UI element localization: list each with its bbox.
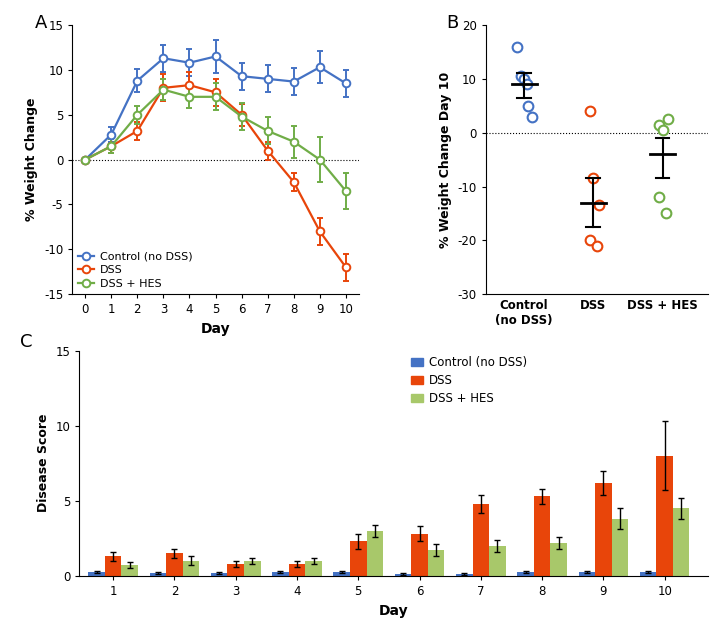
Text: C: C	[19, 332, 32, 351]
Bar	[289, 564, 305, 576]
Bar	[534, 496, 550, 576]
Bar	[334, 572, 350, 576]
Text: B: B	[446, 14, 458, 33]
Bar	[166, 553, 183, 576]
Y-axis label: % Weight Change Day 10: % Weight Change Day 10	[439, 71, 452, 248]
Bar	[244, 561, 261, 576]
Legend: Control (no DSS), DSS, DSS + HES: Control (no DSS), DSS, DSS + HES	[411, 356, 527, 405]
Bar	[428, 550, 444, 576]
Bar	[412, 534, 428, 576]
X-axis label: Day: Day	[201, 322, 230, 336]
Bar	[211, 573, 227, 576]
Bar	[472, 504, 489, 576]
Bar	[88, 572, 105, 576]
Bar	[367, 531, 383, 576]
Bar	[105, 557, 121, 576]
Bar	[149, 573, 166, 576]
Bar	[395, 573, 412, 576]
Bar	[578, 572, 595, 576]
Legend: Control (no DSS), DSS, DSS + HES: Control (no DSS), DSS, DSS + HES	[78, 252, 193, 289]
Bar	[550, 543, 567, 576]
Bar	[305, 561, 322, 576]
Bar	[656, 456, 673, 576]
Bar	[489, 546, 505, 576]
Bar	[517, 572, 534, 576]
Bar	[183, 561, 199, 576]
Bar	[350, 541, 367, 576]
Y-axis label: Disease Score: Disease Score	[37, 414, 50, 513]
Text: A: A	[35, 14, 48, 33]
Bar	[612, 519, 628, 576]
X-axis label: Day: Day	[378, 603, 409, 617]
Bar	[640, 572, 656, 576]
Bar	[595, 483, 612, 576]
Bar	[121, 565, 138, 576]
Y-axis label: % Weight Change: % Weight Change	[25, 98, 38, 222]
Bar	[673, 508, 690, 576]
Bar	[272, 572, 289, 576]
Bar	[227, 564, 244, 576]
Bar	[456, 573, 472, 576]
